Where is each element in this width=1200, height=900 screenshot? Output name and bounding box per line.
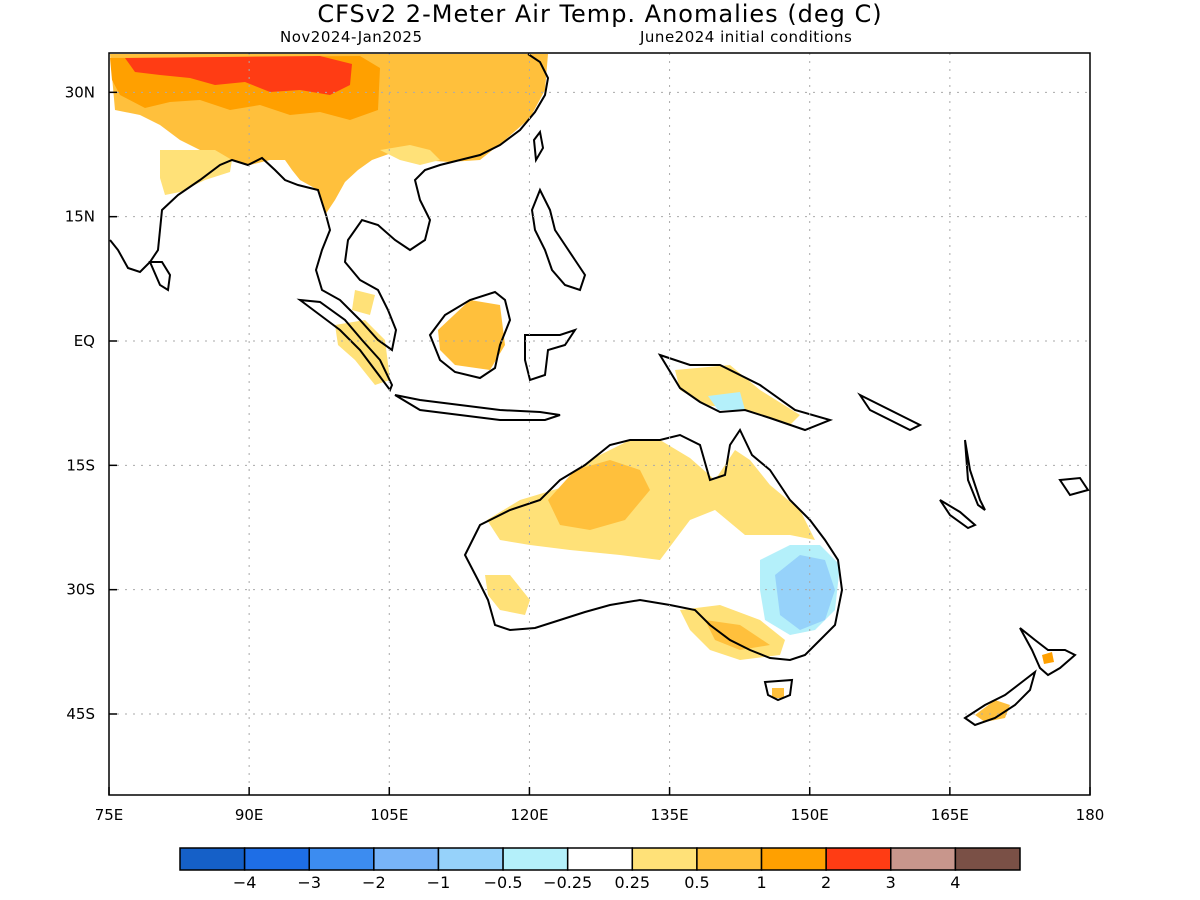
colorbar-swatch bbox=[308, 847, 375, 871]
lon-tick-label: 105E bbox=[370, 806, 408, 824]
australia-coastline bbox=[463, 427, 844, 662]
colorbar-swatch bbox=[631, 847, 698, 871]
colorbar-swatch bbox=[954, 847, 1021, 871]
lon-tick-label: 165E bbox=[931, 806, 969, 824]
chart-title: CFSv2 2-Meter Air Temp. Anomalies (deg C… bbox=[317, 0, 883, 28]
lat-tick-label: 30S bbox=[66, 581, 95, 599]
lat-tick-label: 15N bbox=[65, 208, 95, 226]
map-axes: 75E 90E 105E 120E 135E 150E 165E 180 30N 15N EQ 15S… bbox=[65, 83, 1105, 824]
lon-tick-label: 75E bbox=[95, 806, 124, 824]
colorbar-swatch bbox=[825, 847, 892, 871]
australia-west-anomaly bbox=[485, 575, 530, 615]
colorbar-swatch bbox=[760, 847, 827, 871]
colorbar-label: 3 bbox=[886, 873, 896, 892]
colorbar: −4 −3 −2 −1 −0.5 −0.25 0.25 0.5 1 2 3 4 bbox=[179, 847, 1021, 892]
taiwan-coastline bbox=[532, 129, 545, 164]
philippines-coastline bbox=[530, 187, 587, 292]
colorbar-swatch bbox=[502, 847, 569, 871]
tasmania-anomaly bbox=[772, 688, 784, 698]
java-coastline bbox=[394, 394, 561, 421]
nz-anomaly bbox=[975, 700, 1010, 722]
colorbar-swatch bbox=[696, 847, 763, 871]
colorbar-swatch bbox=[437, 847, 504, 871]
anomaly-shading bbox=[110, 54, 1054, 722]
lon-tick-label: 120E bbox=[510, 806, 548, 824]
china-light-anomaly bbox=[380, 145, 440, 165]
lon-tick-label: 180 bbox=[1076, 806, 1105, 824]
australia-south-orange-anomaly bbox=[705, 620, 770, 650]
nz-north-anomaly bbox=[1042, 652, 1054, 664]
colorbar-label: −0.5 bbox=[484, 873, 523, 892]
coastlines bbox=[109, 53, 1090, 727]
lat-tick-label: EQ bbox=[74, 332, 95, 350]
india-coastline bbox=[148, 261, 172, 292]
map-frame bbox=[108, 52, 1091, 796]
sumatra-coastline bbox=[296, 298, 394, 393]
borneo-coastline bbox=[428, 290, 512, 380]
graticule bbox=[109, 53, 1090, 795]
vanuatu-coastline bbox=[964, 439, 986, 511]
lon-tick-label: 150E bbox=[791, 806, 829, 824]
lat-tick-label: 30N bbox=[65, 83, 95, 101]
forecast-period: Nov2024-Jan2025 bbox=[280, 28, 423, 46]
colorbar-swatch bbox=[373, 847, 440, 871]
colorbar-label: 1 bbox=[756, 873, 766, 892]
colorbar-label: −2 bbox=[362, 873, 386, 892]
tasmania-coastline bbox=[763, 678, 794, 702]
new-caledonia-coastline bbox=[939, 499, 977, 530]
asia-coastline bbox=[109, 53, 550, 352]
lat-tick-label: 15S bbox=[66, 456, 95, 474]
india-warm-anomaly bbox=[160, 150, 232, 195]
fiji-coastline bbox=[1058, 476, 1090, 497]
sumatra-anomaly bbox=[352, 290, 375, 315]
nz-south-coastline bbox=[963, 669, 1037, 727]
initial-conditions: June2024 initial conditions bbox=[640, 28, 853, 46]
lon-tick-label: 90E bbox=[235, 806, 264, 824]
colorbar-label: −1 bbox=[427, 873, 451, 892]
colorbar-swatch bbox=[566, 847, 634, 871]
colorbar-label: 2 bbox=[821, 873, 831, 892]
colorbar-label: 4 bbox=[950, 873, 960, 892]
australia-north-orange-anomaly bbox=[548, 460, 650, 530]
colorbar-swatch bbox=[179, 847, 246, 871]
lon-tick-label: 135E bbox=[651, 806, 689, 824]
colorbar-label: 0.5 bbox=[684, 873, 709, 892]
new-guinea-coastline bbox=[657, 353, 834, 432]
colorbar-label: −4 bbox=[233, 873, 257, 892]
borneo-anomaly bbox=[438, 300, 505, 370]
colorbar-label: −0.25 bbox=[543, 873, 592, 892]
solomon-coastline bbox=[857, 392, 923, 432]
lat-tick-label: 45S bbox=[66, 705, 95, 723]
tibet-red-anomaly bbox=[125, 56, 352, 95]
colorbar-label: −3 bbox=[297, 873, 321, 892]
sulawesi-coastline bbox=[524, 328, 578, 382]
colorbar-label: 0.25 bbox=[614, 873, 650, 892]
australia-north-anomaly bbox=[487, 440, 815, 560]
nz-north-coastline bbox=[1019, 627, 1077, 677]
australia-east-blue-anomaly bbox=[775, 555, 835, 630]
colorbar-swatch bbox=[243, 847, 310, 871]
colorbar-swatch bbox=[890, 847, 957, 871]
png-cool-anomaly bbox=[708, 392, 745, 410]
